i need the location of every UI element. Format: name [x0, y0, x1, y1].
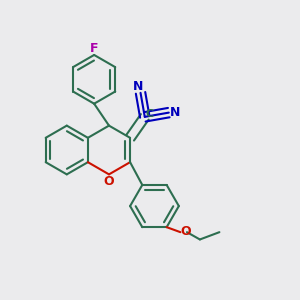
- Text: O: O: [104, 175, 114, 188]
- Text: N: N: [132, 80, 143, 93]
- Text: F: F: [90, 42, 98, 55]
- Text: N: N: [170, 106, 181, 119]
- Text: O: O: [180, 225, 191, 238]
- Text: C: C: [146, 110, 154, 119]
